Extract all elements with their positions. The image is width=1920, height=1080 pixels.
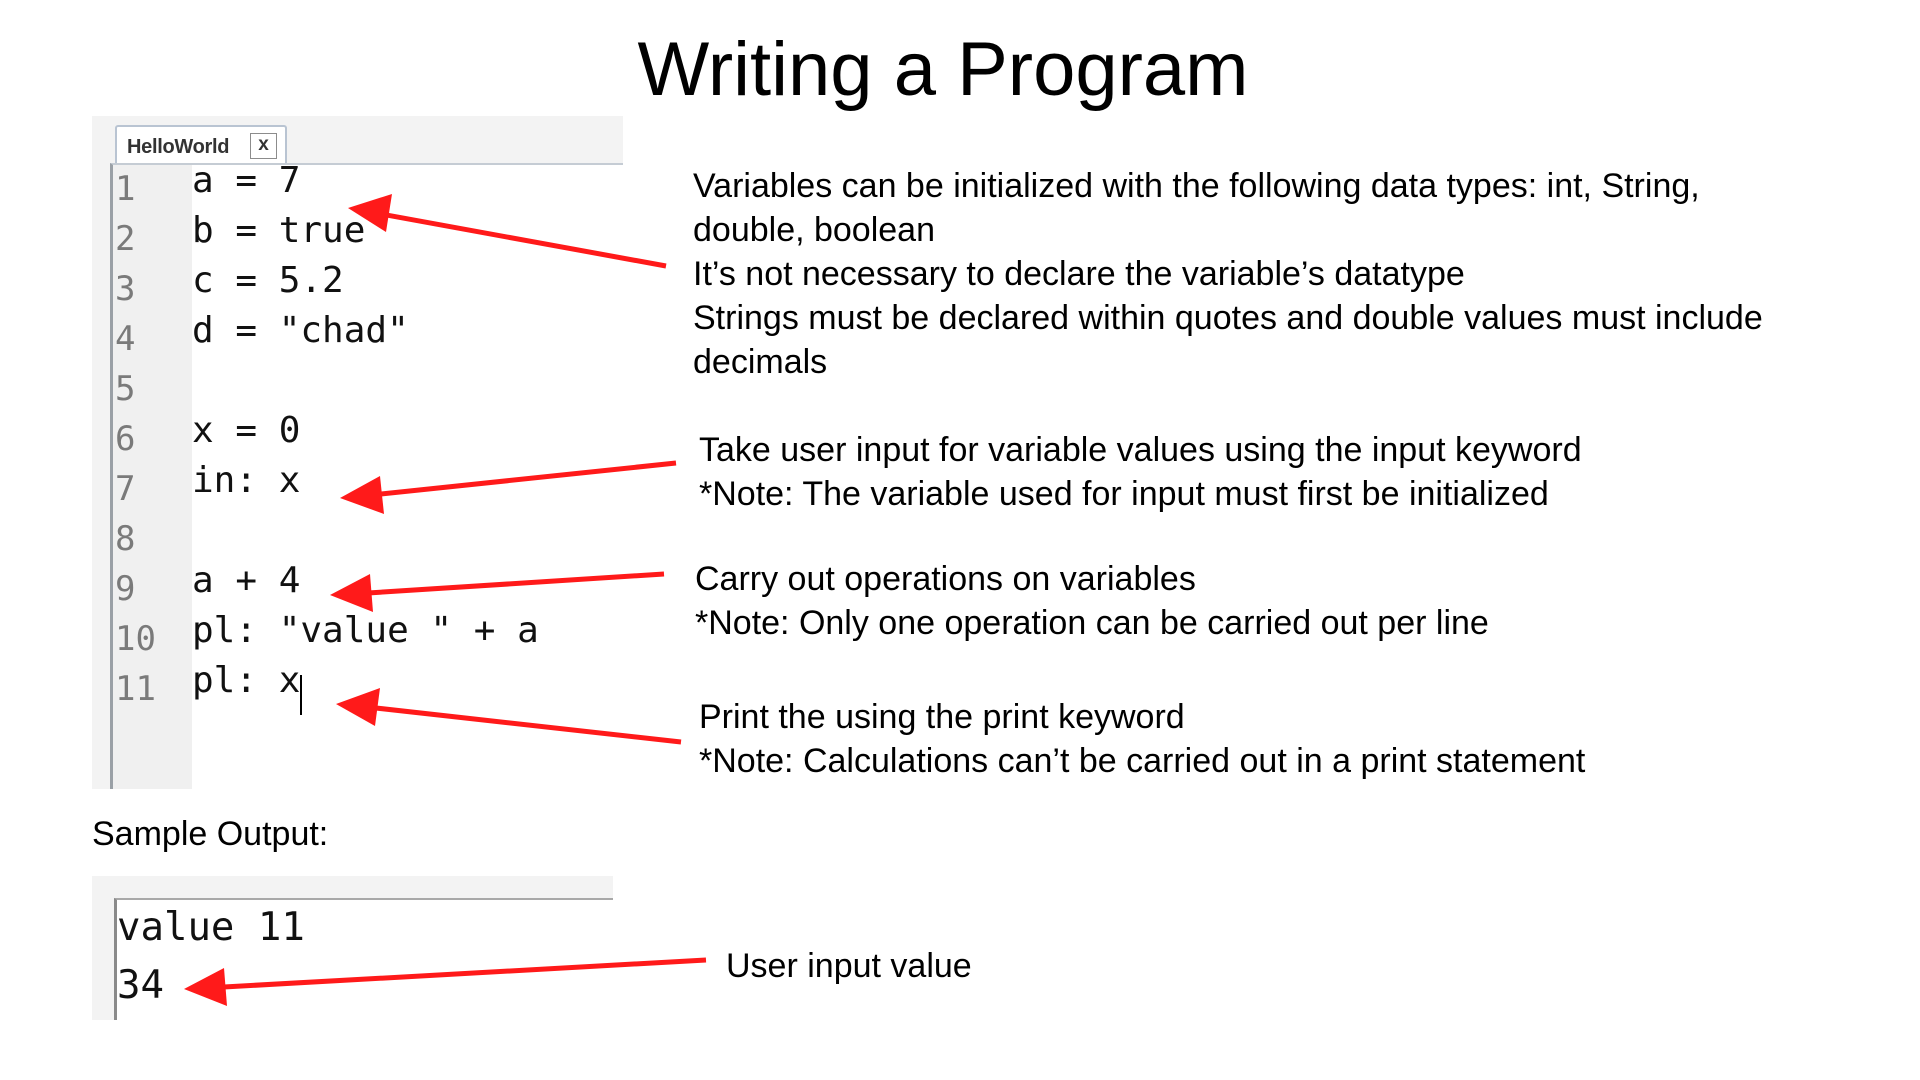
annotation-user-input: User input value bbox=[726, 947, 972, 985]
code-text: c = 5.2 bbox=[192, 260, 344, 301]
annotation-line: Strings must be declared within quotes a… bbox=[693, 299, 1763, 337]
close-icon[interactable]: x bbox=[250, 133, 277, 159]
code-editor: HelloWorld x 1 a = 7 2 b = true 3 c = 5.… bbox=[92, 116, 623, 789]
code-area[interactable]: 1 a = 7 2 b = true 3 c = 5.2 4 d = "chad… bbox=[110, 160, 623, 789]
annotation-line: *Note: The variable used for input must … bbox=[699, 475, 1549, 513]
tab-helloworld[interactable]: HelloWorld x bbox=[115, 125, 287, 163]
annotation-variables: Variables can be initialized with the fo… bbox=[693, 164, 1763, 384]
sample-output-label: Sample Output: bbox=[92, 815, 329, 853]
code-text: x = 0 bbox=[192, 410, 301, 451]
code-text: in: x bbox=[192, 460, 301, 501]
code-text: a = 7 bbox=[192, 160, 301, 201]
line-number: 4 bbox=[115, 319, 136, 359]
annotation-line: It’s not necessary to declare the variab… bbox=[693, 255, 1465, 293]
annotation-line: Take user input for variable values usin… bbox=[699, 431, 1582, 469]
line-number: 2 bbox=[115, 219, 136, 259]
annotation-line: Carry out operations on variables bbox=[695, 560, 1196, 598]
annotation-line: *Note: Calculations can’t be carried out… bbox=[699, 742, 1586, 780]
code-text: pl: x bbox=[192, 660, 301, 701]
code-text: d = "chad" bbox=[192, 310, 409, 351]
annotation-line: decimals bbox=[693, 343, 828, 381]
slide-title: Writing a Program bbox=[637, 27, 1249, 112]
output-area: value 11 34 bbox=[114, 898, 613, 1020]
line-number: 1 bbox=[115, 169, 136, 209]
code-text: b = true bbox=[192, 210, 366, 251]
line-number: 8 bbox=[115, 519, 136, 559]
text-cursor bbox=[300, 675, 302, 715]
line-number: 9 bbox=[115, 569, 136, 609]
annotation-print: Print the using the print keyword *Note:… bbox=[699, 695, 1585, 783]
output-line: value 11 bbox=[117, 905, 305, 950]
tab-label: HelloWorld bbox=[127, 136, 230, 158]
line-number-gutter bbox=[113, 165, 192, 789]
annotation-line: Print the using the print keyword bbox=[699, 698, 1185, 736]
output-line: 34 bbox=[117, 963, 164, 1008]
line-number: 10 bbox=[115, 619, 156, 659]
line-number: 11 bbox=[115, 669, 156, 709]
annotation-operations: Carry out operations on variables *Note:… bbox=[695, 557, 1489, 645]
annotation-line: Variables can be initialized with the fo… bbox=[693, 167, 1700, 205]
line-number: 5 bbox=[115, 369, 136, 409]
annotation-line: *Note: Only one operation can be carried… bbox=[695, 604, 1489, 642]
annotation-line: double, boolean bbox=[693, 211, 936, 249]
code-text: pl: "value " + a bbox=[192, 610, 539, 651]
line-number: 7 bbox=[115, 469, 136, 509]
output-console: value 11 34 bbox=[92, 876, 613, 1020]
annotation-input: Take user input for variable values usin… bbox=[699, 428, 1582, 516]
code-text: a + 4 bbox=[192, 560, 301, 601]
line-number: 6 bbox=[115, 419, 136, 459]
line-number: 3 bbox=[115, 269, 136, 309]
